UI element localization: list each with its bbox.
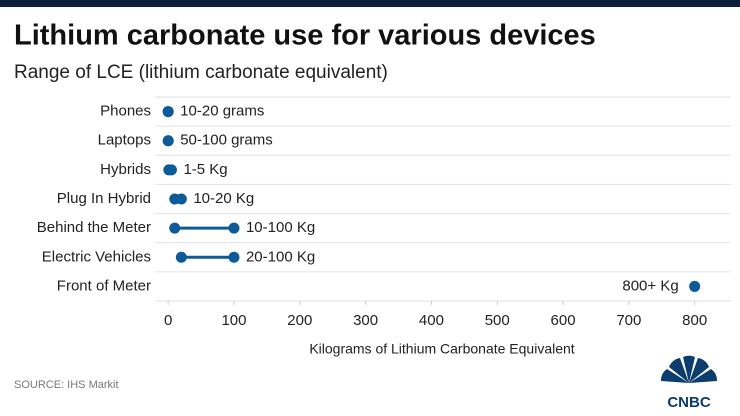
dot-high	[162, 135, 174, 147]
x-tick-label: 200	[287, 312, 312, 329]
dot-low	[175, 251, 187, 263]
value-label: 20-100 Kg	[246, 248, 315, 265]
source: SOURCE: IHS Markit	[14, 379, 119, 391]
value-label: 10-20 Kg	[193, 190, 254, 207]
dot-high	[162, 106, 174, 118]
y-tick-label: Phones	[100, 103, 151, 120]
x-tick-label: 300	[353, 312, 378, 329]
dot-low	[689, 280, 701, 292]
y-tick-label: Behind the Meter	[37, 219, 151, 236]
logo-text: CNBC	[667, 394, 710, 411]
chart-subtitle: Range of LCE (lithium carbonate equivale…	[14, 62, 388, 83]
value-label: 800+ Kg	[622, 277, 678, 294]
x-axis-label: Kilograms of Lithium Carbonate Equivalen…	[309, 341, 574, 357]
logo: CNBC	[660, 355, 718, 411]
x-tick-label: 0	[164, 312, 172, 329]
x-tick-label: 800	[682, 312, 707, 329]
x-tick-label: 500	[485, 312, 510, 329]
x-tick-label: 600	[551, 312, 576, 329]
logo-peacock	[660, 355, 718, 383]
dot-low	[169, 222, 181, 234]
value-label: 50-100 grams	[180, 132, 273, 149]
y-tick-label: Laptops	[98, 132, 151, 149]
dot-high	[165, 164, 177, 176]
y-tick-label: Hybrids	[100, 161, 151, 178]
dot-high	[228, 251, 240, 263]
dot-high	[228, 222, 240, 234]
x-tick-label: 700	[616, 312, 641, 329]
dot-high	[175, 193, 187, 205]
value-label: 10-100 Kg	[246, 219, 315, 236]
value-label: 10-20 grams	[180, 103, 264, 120]
chart-title: Lithium carbonate use for various device…	[14, 20, 596, 52]
y-tick-label: Electric Vehicles	[42, 248, 151, 265]
value-label: 1-5 Kg	[183, 161, 227, 178]
x-tick-label: 100	[221, 312, 246, 329]
y-tick-label: Front of Meter	[57, 277, 151, 294]
top-bar	[0, 0, 740, 7]
x-tick-label: 400	[419, 312, 444, 329]
y-tick-label: Plug In Hybrid	[57, 190, 151, 207]
